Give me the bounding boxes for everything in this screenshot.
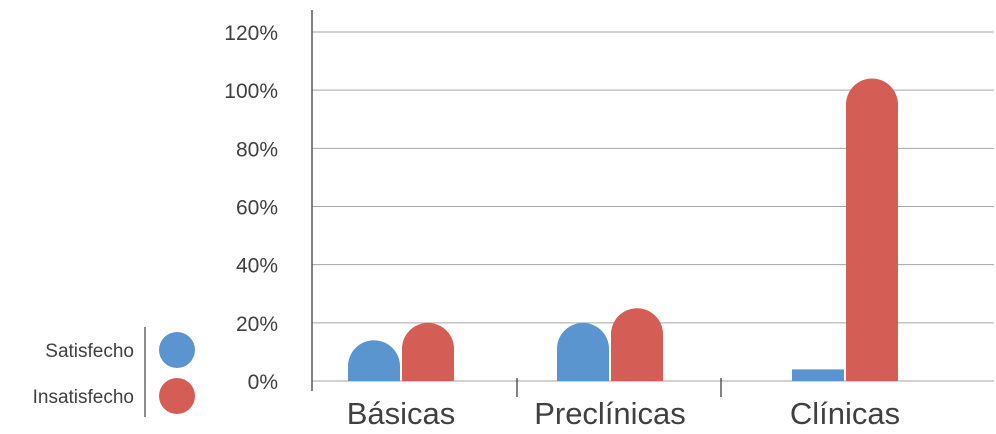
bar-insatisfecho-1	[611, 308, 663, 381]
bars	[348, 78, 898, 382]
axis-labels: 0% 20% 40% 60% 80% 100% 120% Básicas Preclínicas…	[224, 22, 900, 431]
gridlines	[312, 31, 994, 382]
axes	[311, 10, 722, 397]
y-tick-label: 20%	[236, 313, 278, 336]
y-tick-label: 0%	[248, 371, 278, 394]
legend-swatch	[159, 378, 195, 414]
x-category-label: Preclínicas	[534, 396, 686, 429]
legend-label: Insatisfecho	[33, 387, 134, 408]
y-tick-label: 60%	[236, 197, 278, 220]
bar-insatisfecho-2	[846, 78, 898, 382]
legend-label: Satisfecho	[45, 341, 134, 362]
y-tick-label: 40%	[236, 255, 278, 278]
bar-satisfecho-0	[348, 340, 400, 381]
bar-satisfecho-2	[792, 369, 844, 381]
legend: Satisfecho Insatisfecho	[33, 327, 195, 417]
x-category-label: Clínicas	[790, 396, 900, 429]
y-tick-label: 80%	[236, 138, 278, 161]
x-category-label: Básicas	[347, 396, 456, 429]
y-tick-label: 120%	[224, 22, 278, 45]
legend-swatch	[159, 332, 195, 368]
y-tick-label: 100%	[224, 80, 278, 103]
bar-satisfecho-1	[557, 322, 609, 381]
bar-insatisfecho-0	[402, 322, 454, 381]
